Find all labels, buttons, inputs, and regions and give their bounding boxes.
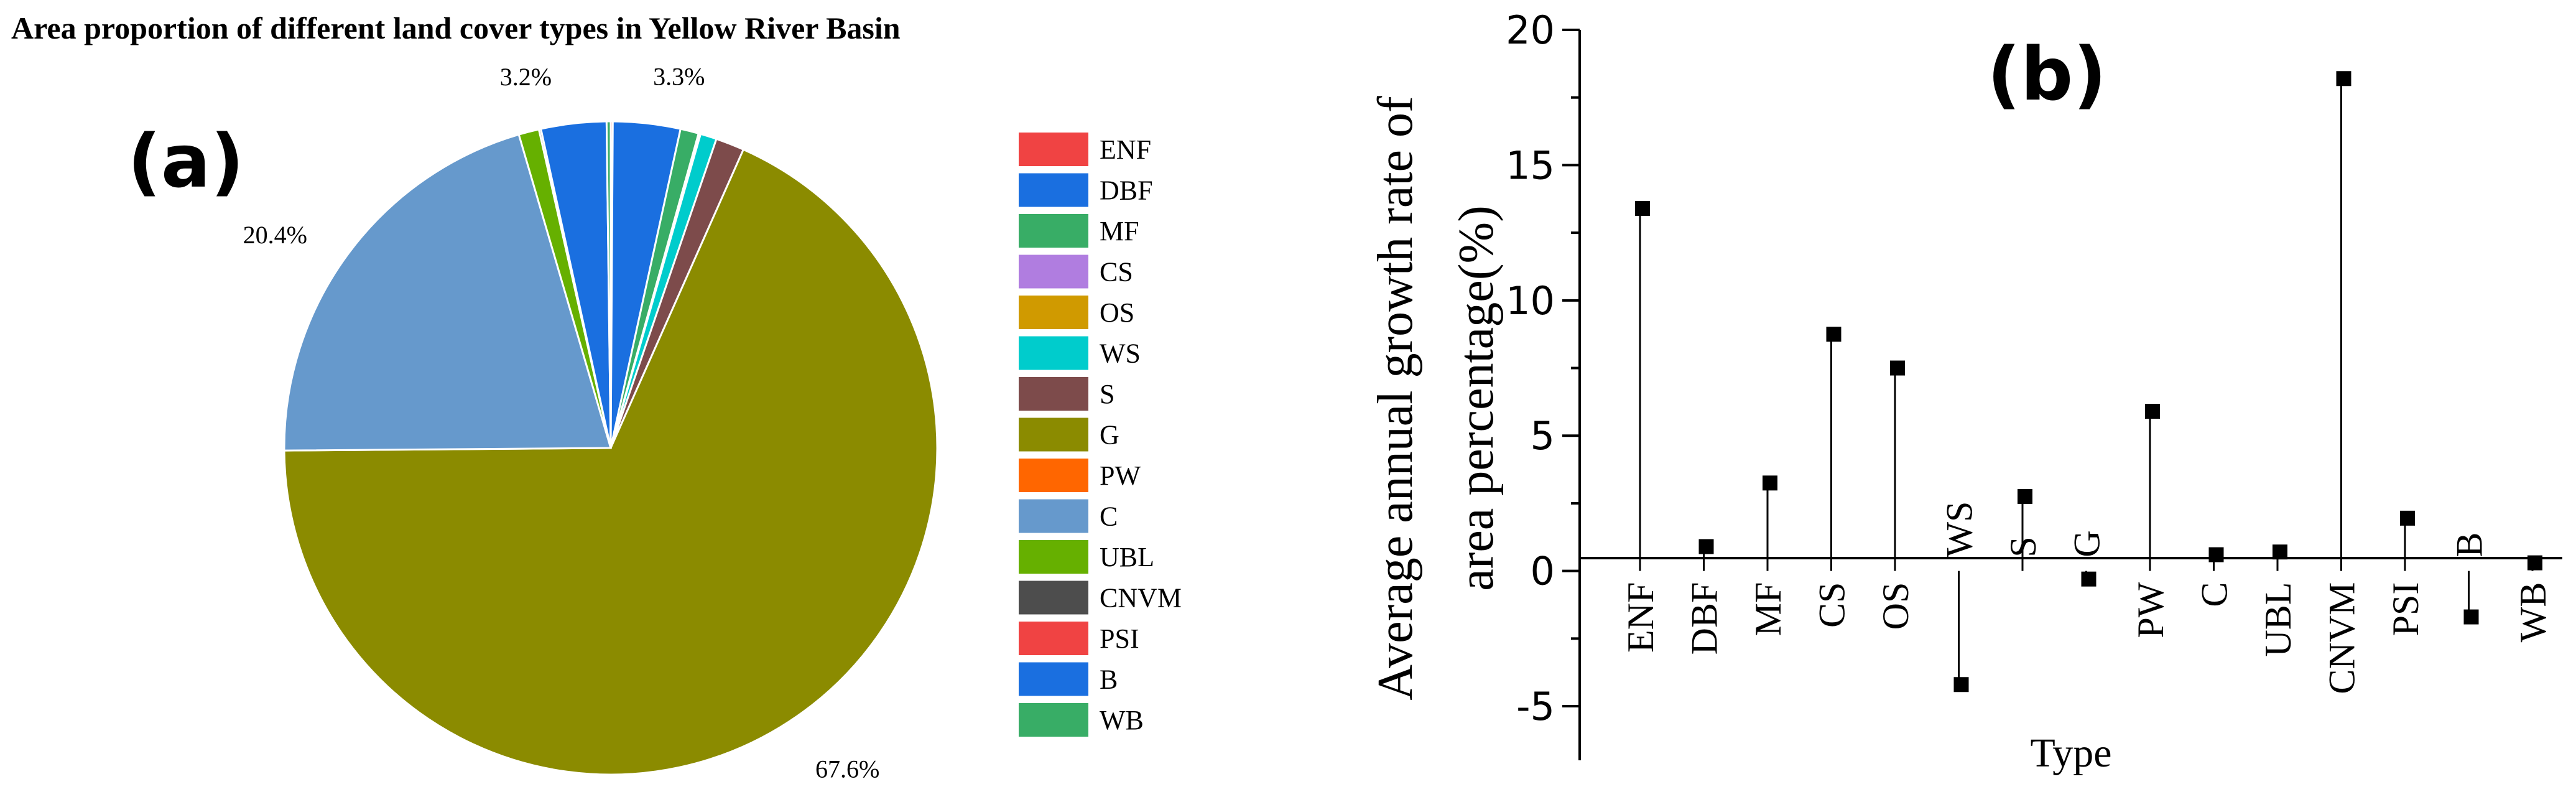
pie-data-label-c: 20.4%	[243, 221, 307, 249]
pie-legend: ENF DBF MF CS OS WS SG PW C UBL CNVM PSI B WB	[1019, 133, 1182, 737]
y-tick-label: 10	[1506, 278, 1555, 324]
stem-marker-b	[2463, 609, 2479, 625]
stem-marker-os	[1890, 360, 1905, 376]
stem-marker-g	[2081, 571, 2096, 587]
legend-swatch-s	[1019, 377, 1088, 411]
stem-marker-mf	[1763, 475, 1777, 491]
y-tick-label: -5	[1516, 684, 1555, 729]
legend-swatch-ws	[1019, 336, 1088, 370]
legend-swatch-b	[1019, 662, 1088, 696]
legend-label-c: C	[1100, 501, 1118, 532]
legend-label-enf: ENF	[1100, 134, 1151, 165]
pie-data-label-g: 67.6%	[815, 755, 879, 783]
stem-marker-cnvm	[2336, 71, 2351, 86]
legend-swatch-wb	[1019, 703, 1088, 737]
stem-marker-c	[2208, 547, 2224, 562]
legend-swatch-c	[1019, 499, 1088, 533]
x-category-label-dbf: DBF	[1684, 582, 1725, 655]
legend-label-b: B	[1100, 664, 1118, 695]
stem-marker-ws	[1953, 677, 1969, 692]
legend-label-dbf: DBF	[1100, 175, 1153, 206]
y-axis-ticks: -5 0 5 10 15 20	[1506, 7, 1580, 729]
pie-data-label-b: 3.2%	[500, 63, 552, 91]
stem-marker-psi	[2400, 510, 2415, 526]
x-category-label-b: B	[2449, 533, 2490, 557]
y-axis-title-line2: area percentage(%)	[1449, 205, 1504, 591]
legend-swatch-cs	[1019, 254, 1088, 289]
legend-swatch-g	[1019, 417, 1088, 452]
stem-panel: -5 0 5 10 15 20 ENF DBF MF CS OS WS S G PW C UBL CNVM PSI…	[1368, 7, 2562, 776]
legend-swatch-pw	[1019, 459, 1088, 492]
legend-label-ws: WS	[1100, 338, 1141, 369]
y-tick-label: 5	[1531, 413, 1555, 459]
x-category-label-mf: MF	[1748, 582, 1789, 636]
legend-label-pw: PW	[1100, 460, 1141, 491]
x-category-label-enf: ENF	[1620, 582, 1661, 653]
stem-marker-cs	[1826, 327, 1842, 342]
legend-swatch-dbf	[1019, 173, 1088, 207]
pie-panel: Area proportion of different land cover …	[11, 11, 1182, 783]
stem-panel-label: (b)	[1987, 31, 2106, 117]
x-category-label-psi: PSI	[2385, 582, 2426, 636]
x-category-label-pw: PW	[2130, 582, 2171, 638]
x-category-label-ws: WS	[1939, 501, 1980, 557]
x-category-label-wb: WB	[2513, 582, 2554, 643]
x-category-label-g: G	[2067, 530, 2108, 557]
pie-panel-label: (a)	[127, 118, 244, 204]
x-category-label-os: OS	[1875, 582, 1916, 630]
x-category-label-cnvm: CNVM	[2322, 582, 2363, 694]
y-tick-label: 0	[1531, 549, 1555, 594]
pie-slice-g	[283, 148, 938, 776]
legend-label-ubl: UBL	[1100, 542, 1154, 572]
legend-label-g: G	[1100, 420, 1119, 450]
stem-marker-dbf	[1698, 539, 1714, 554]
x-axis-title: Type	[2030, 730, 2111, 776]
legend-swatch-enf	[1019, 133, 1088, 166]
legend-label-psi: PSI	[1100, 623, 1139, 654]
legend-label-os: OS	[1100, 297, 1134, 328]
legend-swatch-cnvm	[1019, 581, 1088, 615]
y-tick-label: 20	[1506, 7, 1555, 53]
pie-data-label-dbf: 3.3%	[653, 63, 705, 91]
stem-marker-s	[2018, 489, 2032, 505]
stem-marker-ubl	[2273, 544, 2287, 560]
y-axis-title-line1: Average annual growth rate of	[1368, 96, 1423, 701]
x-category-label-cs: CS	[1812, 582, 1853, 628]
legend-swatch-mf	[1019, 214, 1088, 248]
x-category-label-c: C	[2194, 582, 2235, 607]
legend-label-mf: MF	[1100, 216, 1139, 246]
x-category-label-s: S	[2003, 536, 2044, 557]
pie-slice-c	[283, 133, 612, 452]
legend-label-wb: WB	[1100, 705, 1144, 735]
legend-label-s: S	[1100, 379, 1114, 409]
legend-label-cnvm: CNVM	[1100, 583, 1182, 613]
pie-slices	[283, 120, 938, 776]
stem-marker-pw	[2145, 404, 2160, 419]
legend-label-cs: CS	[1100, 257, 1133, 287]
stems	[1635, 71, 2542, 692]
x-category-label-ubl: UBL	[2258, 582, 2299, 657]
pie-slice-wb	[605, 120, 612, 449]
y-tick-label: 15	[1506, 142, 1555, 188]
legend-swatch-os	[1019, 296, 1088, 329]
pie-chart-title: Area proportion of different land cover …	[11, 11, 901, 45]
stem-marker-enf	[1635, 200, 1650, 216]
stem-marker-wb	[2527, 555, 2542, 571]
x-category-labels: ENF DBF MF CS OS WS S G PW C UBL CNVM PSI B WB	[1620, 501, 2554, 694]
pie-data-labels: 3.2% 3.3% 20.4% 67.6%	[243, 63, 880, 783]
legend-swatch-psi	[1019, 622, 1088, 655]
legend-swatch-ubl	[1019, 540, 1088, 574]
